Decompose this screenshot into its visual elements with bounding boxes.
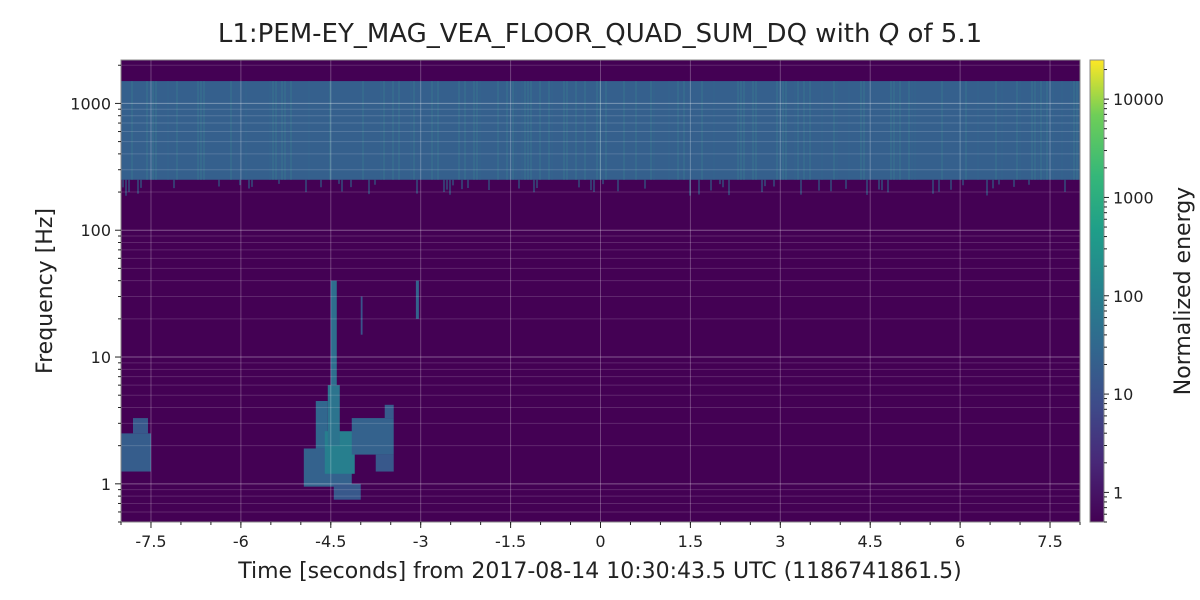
x-tick-label: 6 <box>955 532 965 551</box>
energy-region-9 <box>385 405 394 418</box>
colorbar-tick-label: 10000 <box>1113 90 1164 109</box>
y-tick-label: 1000 <box>70 94 111 113</box>
colorbar-tick-label: 1 <box>1113 483 1123 502</box>
x-axis-label: Time [seconds] from 2017-08-14 10:30:43.… <box>237 559 961 584</box>
y-tick-label: 10 <box>91 348 111 367</box>
x-tick-label: 1.5 <box>678 532 703 551</box>
x-tick-label: -3 <box>413 532 429 551</box>
energy-region-6 <box>328 385 340 446</box>
energy-region-12 <box>416 281 419 319</box>
chart-title: L1:PEM-EY_MAG_VEA_FLOOR_QUAD_SUM_DQ with… <box>218 19 982 49</box>
colorbar-tick-label: 1000 <box>1113 188 1154 207</box>
x-tick-label: 4.5 <box>857 532 882 551</box>
energy-region-4 <box>334 484 361 500</box>
x-tick-label: -1.5 <box>495 532 526 551</box>
colorbar-label: Normalized energy <box>1171 187 1196 395</box>
y-tick-label: 1 <box>101 475 111 494</box>
x-axis: -7.5 -6 -4.5 -3 -1.5 0 1.5 3 4.5 6 7.5 <box>121 522 1080 551</box>
energy-region-10 <box>376 455 394 472</box>
y-axis: 1 10 100 1000 <box>70 65 121 522</box>
colorbar-axis: 1 10 100 1000 10000 <box>1104 70 1164 522</box>
energy-region-0 <box>121 433 151 471</box>
colorbar-tick-label: 10 <box>1113 385 1133 404</box>
energy-region-11 <box>361 297 363 335</box>
x-tick-label: -7.5 <box>135 532 166 551</box>
x-tick-label: 7.5 <box>1037 532 1062 551</box>
colorbar <box>1090 60 1104 522</box>
y-tick-label: 100 <box>80 221 111 240</box>
x-tick-label: -6 <box>233 532 249 551</box>
colorbar-tick-label: 100 <box>1113 287 1144 306</box>
energy-region-1 <box>133 418 148 433</box>
y-axis-label: Frequency [Hz] <box>33 208 58 374</box>
x-tick-label: -4.5 <box>315 532 346 551</box>
x-tick-label: 3 <box>775 532 785 551</box>
x-tick-label: 0 <box>595 532 605 551</box>
